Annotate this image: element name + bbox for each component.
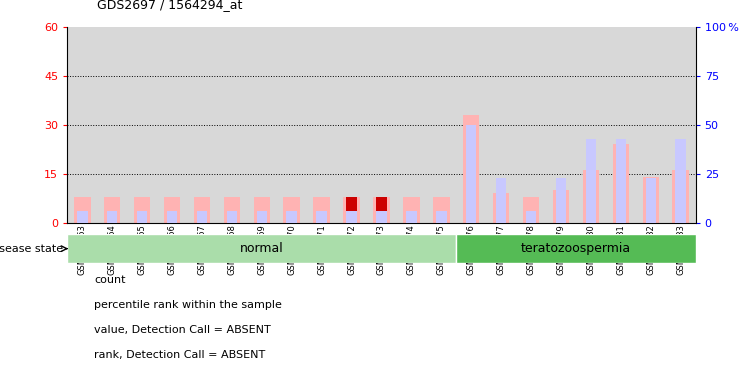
Bar (456, 27, 486, 223)
Bar (343, 197, 360, 223)
Bar (436, 211, 447, 223)
Bar (523, 197, 539, 223)
Text: rank, Detection Call = ABSENT: rank, Detection Call = ABSENT (94, 350, 266, 360)
Bar (137, 211, 147, 223)
Bar (606, 27, 636, 223)
Bar (286, 211, 297, 223)
Bar (127, 27, 157, 223)
Bar (583, 170, 599, 223)
Bar (134, 197, 150, 223)
Bar (247, 27, 277, 223)
Bar (217, 27, 247, 223)
Bar (346, 211, 357, 223)
Text: teratozoospermia: teratozoospermia (521, 242, 631, 255)
Bar (376, 211, 387, 223)
Bar (197, 211, 207, 223)
Bar (586, 139, 596, 223)
Text: value, Detection Call = ABSENT: value, Detection Call = ABSENT (94, 325, 271, 335)
Bar (74, 197, 91, 223)
Bar (553, 190, 569, 223)
Bar (313, 197, 330, 223)
Bar (486, 27, 516, 223)
Text: normal: normal (240, 242, 283, 255)
Bar (546, 27, 576, 223)
Bar (254, 197, 270, 223)
Bar (77, 211, 88, 223)
Bar (526, 211, 536, 223)
Bar (643, 177, 659, 223)
Bar (167, 211, 177, 223)
Bar (396, 27, 426, 223)
Bar (67, 27, 97, 223)
Bar (556, 178, 566, 223)
Bar (349, 216, 355, 223)
Bar (337, 27, 367, 223)
Bar (376, 197, 387, 223)
Bar (636, 27, 666, 223)
Bar (456, 234, 696, 263)
Bar (675, 139, 686, 223)
Bar (277, 27, 307, 223)
Bar (104, 197, 120, 223)
Bar (378, 216, 384, 223)
Bar (373, 197, 390, 223)
Text: count: count (94, 275, 126, 285)
Bar (367, 27, 396, 223)
Bar (194, 197, 210, 223)
Bar (227, 211, 237, 223)
Bar (463, 115, 479, 223)
Bar (157, 27, 187, 223)
Bar (672, 170, 689, 223)
Bar (466, 125, 476, 223)
Bar (576, 27, 606, 223)
Bar (616, 139, 626, 223)
Bar (493, 194, 509, 223)
Bar (107, 211, 117, 223)
Bar (283, 197, 300, 223)
Bar (224, 197, 240, 223)
Bar (67, 234, 456, 263)
Bar (257, 211, 267, 223)
Bar (666, 27, 696, 223)
Bar (187, 27, 217, 223)
Bar (516, 27, 546, 223)
Bar (403, 197, 420, 223)
Bar (646, 178, 656, 223)
Bar (307, 27, 337, 223)
Bar (164, 197, 180, 223)
Bar (406, 211, 417, 223)
Bar (426, 27, 456, 223)
Text: GDS2697 / 1564294_at: GDS2697 / 1564294_at (97, 0, 242, 12)
Bar (346, 197, 357, 223)
Text: disease state: disease state (0, 243, 64, 254)
Text: percentile rank within the sample: percentile rank within the sample (94, 300, 282, 310)
Bar (613, 144, 629, 223)
Bar (496, 178, 506, 223)
Bar (433, 197, 450, 223)
Bar (316, 211, 327, 223)
Bar (97, 27, 127, 223)
